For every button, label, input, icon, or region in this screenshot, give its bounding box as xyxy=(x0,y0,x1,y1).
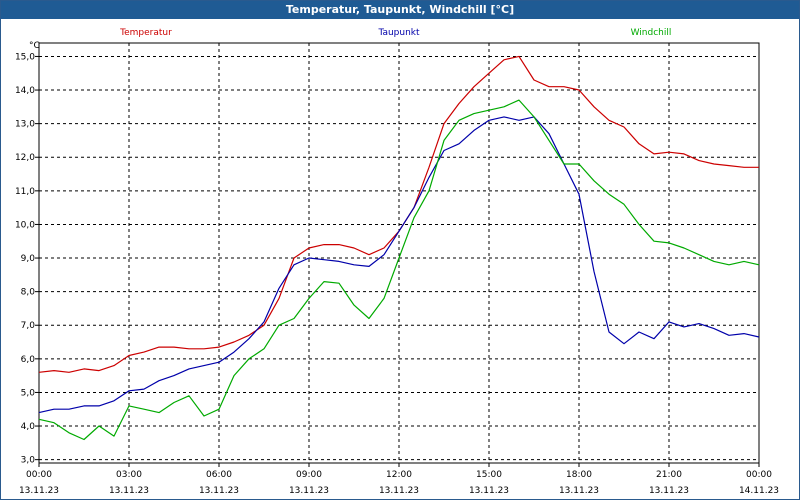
y-tick-label: 5,0 xyxy=(21,388,36,398)
x-tick-time-label: 09:00 xyxy=(296,470,322,480)
x-tick-time-label: 12:00 xyxy=(386,470,412,480)
x-tick-date-label: 14.11.23 xyxy=(739,486,779,496)
y-tick-label: 3,0 xyxy=(21,456,36,466)
x-tick-date-label: 13.11.23 xyxy=(469,486,509,496)
y-tick-label: 14,0 xyxy=(15,86,35,96)
legend-entry-taupunkt: Taupunkt xyxy=(377,28,420,38)
x-tick-time-label: 03:00 xyxy=(116,470,142,480)
x-tick-time-label: 00:00 xyxy=(746,470,772,480)
axes xyxy=(35,42,760,467)
y-tick-label: 8,0 xyxy=(21,288,36,298)
x-tick-date-label: 13.11.23 xyxy=(289,486,329,496)
y-tick-label: 11,0 xyxy=(15,187,35,197)
x-tick-time-label: 06:00 xyxy=(206,470,232,480)
y-tick-label: 10,0 xyxy=(15,220,35,230)
axis-labels: 3,0 4,0 5,0 6,0 7,0 8,0 9,0 10,0 11,0 12,0 13,0 14,… xyxy=(15,41,779,496)
x-tick-date-label: 13.11.23 xyxy=(379,486,419,496)
window-title: Temperatur, Taupunkt, Windchill [°C] xyxy=(1,1,799,19)
y-axis-unit-label: °C xyxy=(29,41,40,51)
legend: Temperatur Taupunkt Windchill xyxy=(119,28,671,38)
x-tick-date-label: 13.11.23 xyxy=(199,486,239,496)
series-line-taupunkt xyxy=(38,116,760,414)
y-tick-label: 6,0 xyxy=(21,355,36,365)
y-tick-label: 4,0 xyxy=(21,422,36,432)
y-tick-label: 12,0 xyxy=(15,153,35,163)
legend-entry-windchill: Windchill xyxy=(631,28,672,38)
legend-entry-temperatur: Temperatur xyxy=(119,28,172,38)
x-tick-date-label: 13.11.23 xyxy=(559,486,599,496)
x-tick-date-label: 13.11.23 xyxy=(649,486,689,496)
x-tick-time-label: 18:00 xyxy=(566,470,592,480)
x-tick-time-label: 15:00 xyxy=(476,470,502,480)
x-tick-time-label: 00:00 xyxy=(26,470,52,480)
x-tick-date-label: 13.11.23 xyxy=(19,486,59,496)
x-tick-time-label: 21:00 xyxy=(656,470,682,480)
y-tick-label: 13,0 xyxy=(15,120,35,130)
series-lines xyxy=(38,55,760,441)
plot-frame xyxy=(38,42,760,464)
y-tick-label: 7,0 xyxy=(21,321,36,331)
y-tick-label: 9,0 xyxy=(21,254,36,264)
series-line-windchill xyxy=(38,99,760,441)
y-tick-label: 15,0 xyxy=(15,52,35,62)
x-tick-date-label: 13.11.23 xyxy=(109,486,149,496)
